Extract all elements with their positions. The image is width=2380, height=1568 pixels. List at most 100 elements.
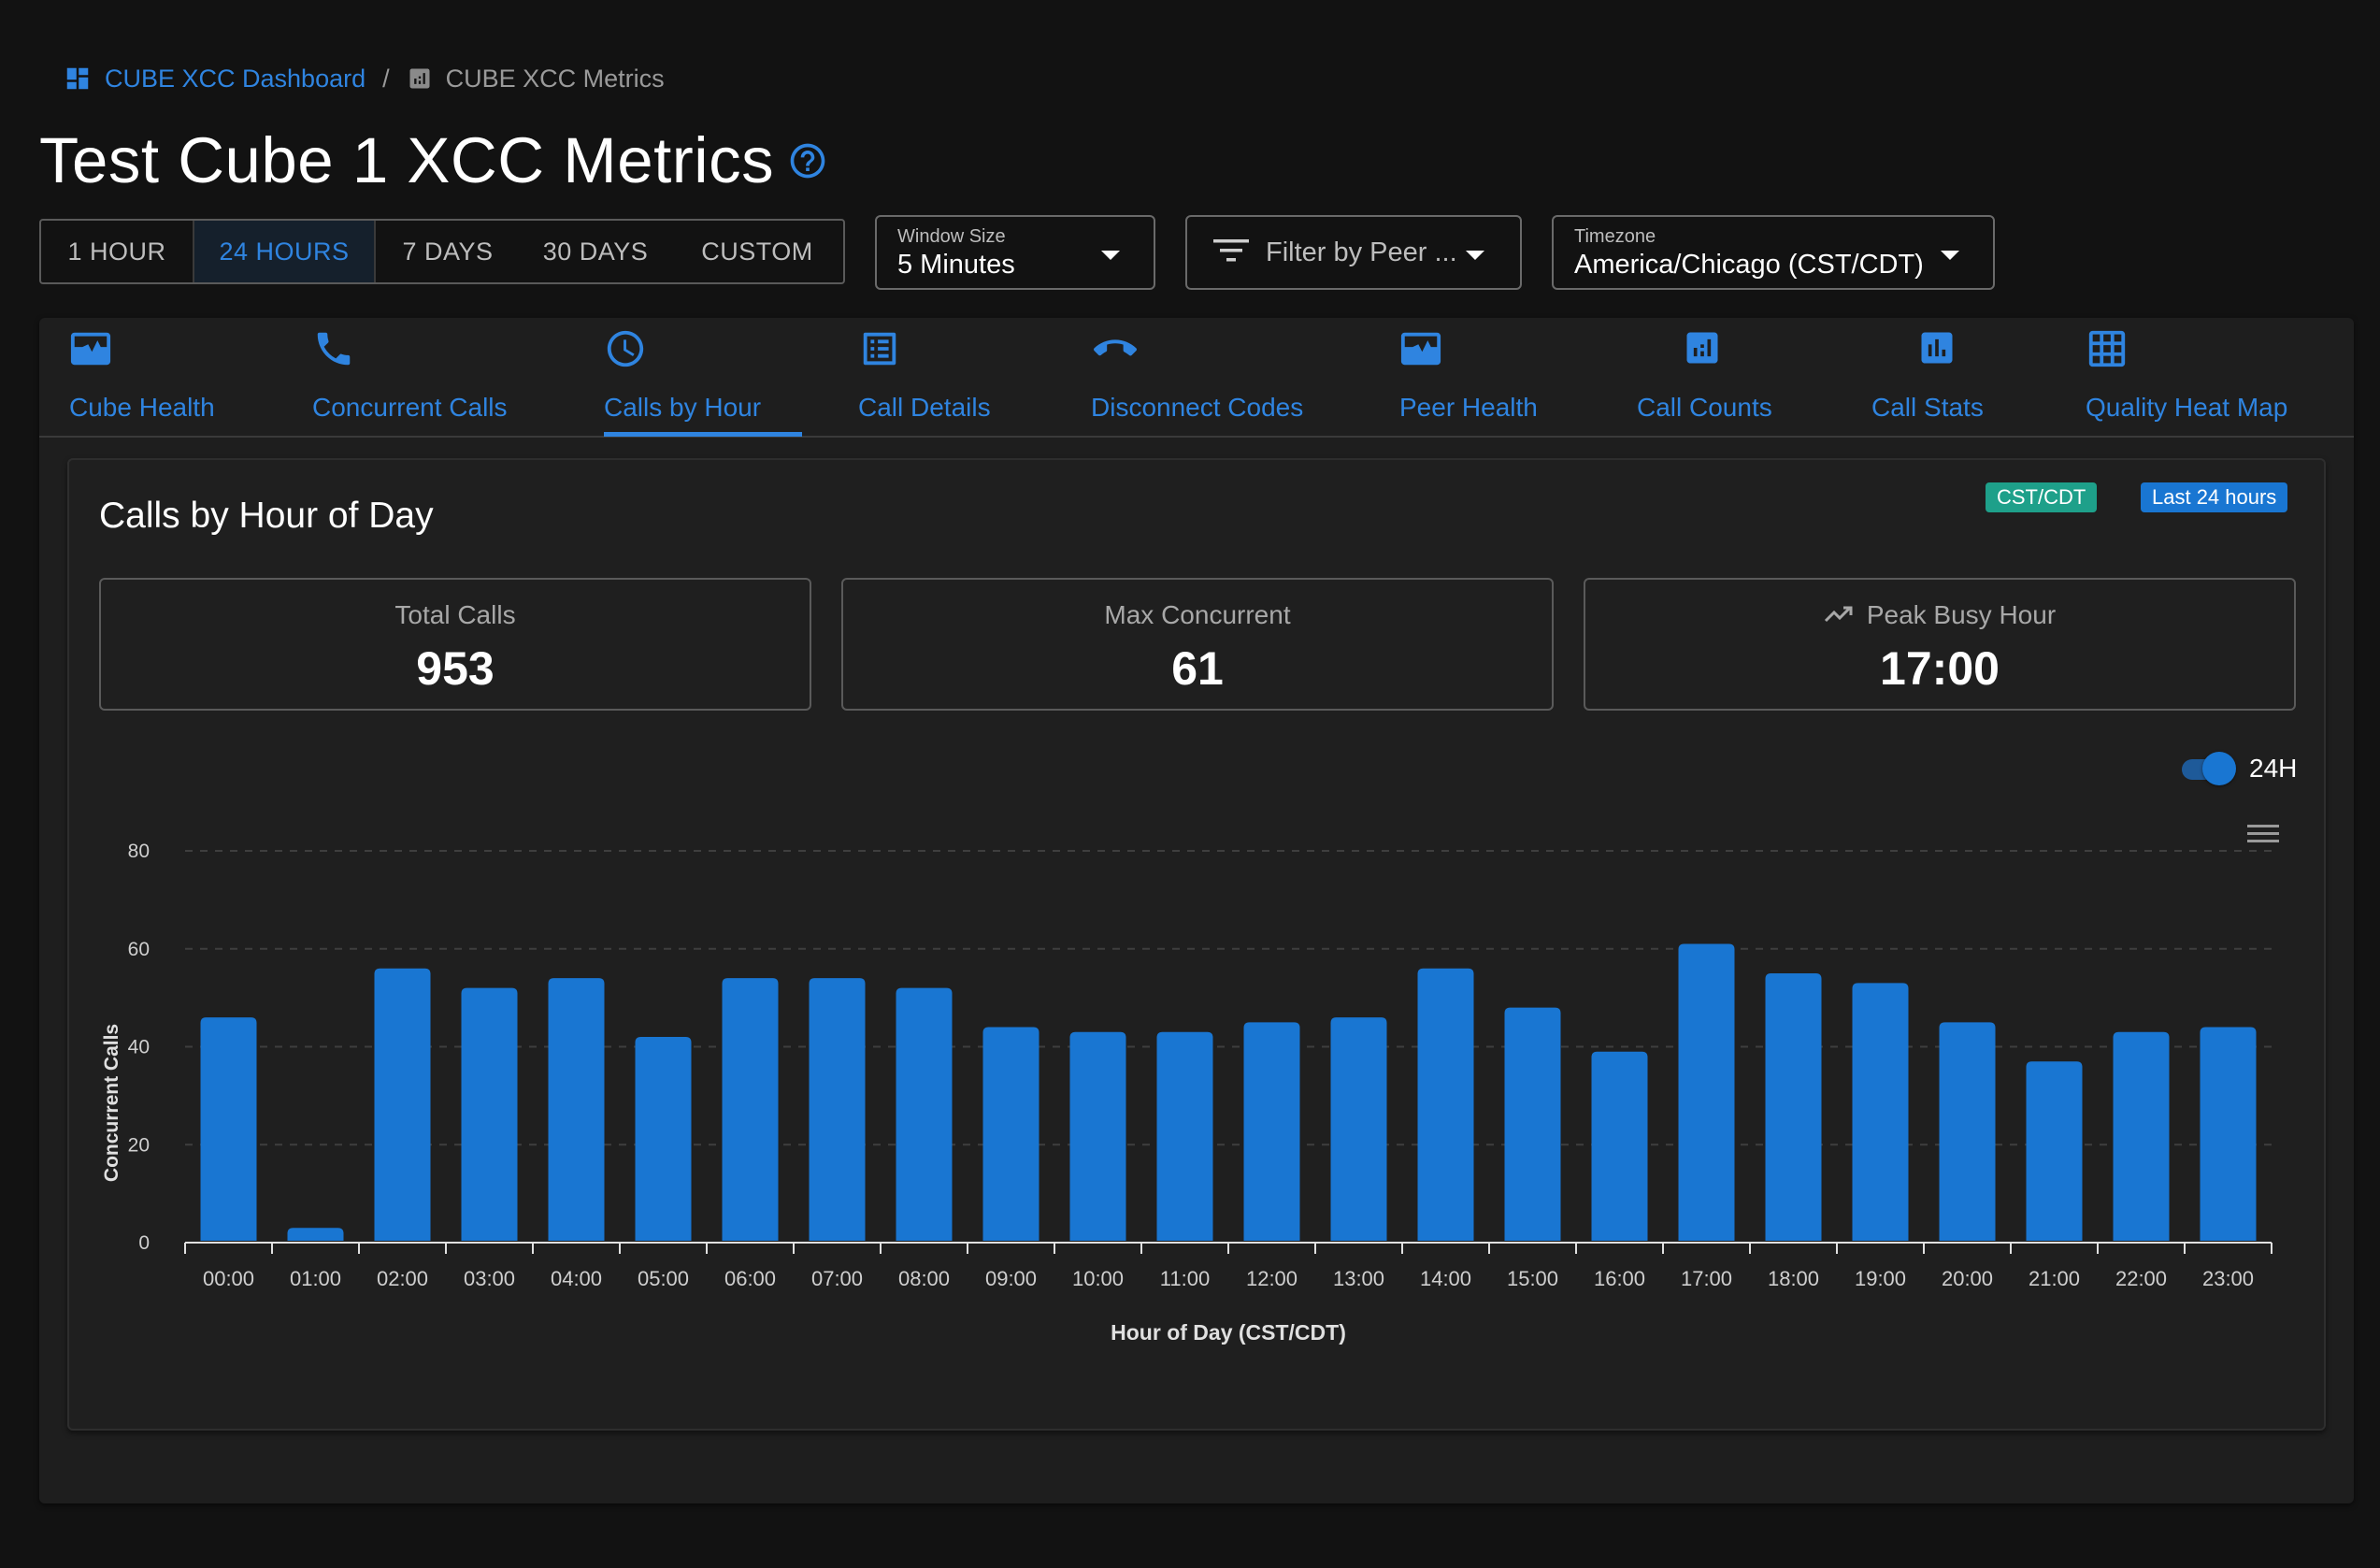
- tab-label: Quality Heat Map: [2086, 393, 2288, 422]
- x-tick-label: 00:00: [203, 1267, 254, 1290]
- bar-chart-box-icon: [1916, 327, 1957, 373]
- x-tick-label: 19:00: [1855, 1267, 1906, 1290]
- clock-icon: [604, 327, 647, 375]
- x-tick-label: 10:00: [1072, 1267, 1124, 1290]
- tab-label: Calls by Hour: [604, 393, 762, 422]
- chart-bar: [1069, 1031, 1126, 1241]
- timezone-label: Timezone: [1574, 226, 1656, 247]
- chart-bar: [548, 978, 605, 1241]
- timezone-chip: CST/CDT: [1986, 482, 2098, 512]
- tab-label: Concurrent Calls: [312, 393, 508, 422]
- y-tick-label: 80: [128, 841, 150, 862]
- range-7-days-button[interactable]: 7 DAYS: [402, 237, 494, 266]
- x-tick-label: 22:00: [2115, 1267, 2167, 1290]
- x-tick-label: 20:00: [1942, 1267, 1993, 1290]
- x-tick-label: 14:00: [1420, 1267, 1471, 1290]
- chart-bar: [2026, 1061, 2083, 1241]
- chart-bar: [1504, 1007, 1561, 1241]
- dropdown-arrow-icon: [1464, 249, 1486, 266]
- y-tick-label: 40: [128, 1037, 150, 1058]
- chart-bar: [1156, 1031, 1213, 1241]
- list-document-icon: [858, 327, 901, 375]
- help-icon[interactable]: [787, 140, 828, 181]
- tab-label: Cube Health: [69, 393, 215, 422]
- peer-filter-placeholder: Filter by Peer ...: [1266, 237, 1457, 267]
- x-tick-label: 11:00: [1160, 1267, 1210, 1290]
- y-tick-label: 0: [138, 1232, 150, 1254]
- window-size-select[interactable]: Window Size 5 Minutes: [875, 215, 1155, 290]
- dropdown-arrow-icon: [1939, 249, 1961, 266]
- chart-bar: [1417, 968, 1474, 1241]
- stat-value: 61: [1171, 642, 1224, 695]
- timezone-select[interactable]: Timezone America/Chicago (CST/CDT): [1552, 215, 1995, 290]
- stat-total-calls: Total Calls 953: [99, 578, 811, 711]
- pulse-monitor-icon: [1399, 327, 1442, 375]
- chart-bar: [2113, 1031, 2170, 1241]
- chart-bar: [1678, 943, 1735, 1241]
- range-custom-button[interactable]: CUSTOM: [701, 237, 813, 266]
- phone-icon: [312, 327, 355, 375]
- window-size-label: Window Size: [897, 226, 1006, 247]
- breadcrumb-current: CUBE XCC Metrics: [407, 65, 665, 94]
- chart-bar: [809, 978, 866, 1241]
- x-tick-label: 12:00: [1246, 1267, 1298, 1290]
- active-tab-indicator: [604, 432, 802, 437]
- x-tick-label: 16:00: [1594, 1267, 1645, 1290]
- stat-peak-busy-hour: Peak Busy Hour 17:00: [1584, 578, 2296, 711]
- stat-value: 17:00: [1880, 642, 2000, 695]
- x-tick-label: 03:00: [464, 1267, 515, 1290]
- pulse-monitor-icon: [69, 327, 112, 375]
- range-30-days-button[interactable]: 30 DAYS: [542, 237, 649, 266]
- stat-label: Max Concurrent: [1104, 600, 1291, 629]
- x-tick-label: 07:00: [811, 1267, 863, 1290]
- calls-by-hour-chart: 0 20 40 60 80 00:00 01:00 02:00 03:00 04:00 05:00 0…: [101, 841, 2272, 1345]
- bar-chart-box-icon: [1682, 327, 1723, 373]
- range-1-hour-button[interactable]: 1 HOUR: [67, 237, 166, 266]
- 24h-toggle-label: 24H: [2249, 754, 2298, 783]
- x-tick-label: 04:00: [551, 1267, 602, 1290]
- peer-filter-select[interactable]: Filter by Peer ...: [1185, 215, 1522, 290]
- chart-menu-icon[interactable]: [2247, 823, 2279, 850]
- calls-by-hour-card: Calls by Hour of Day CST/CDT Last 24 hou…: [67, 458, 2326, 1431]
- chart-bar: [1243, 1022, 1300, 1241]
- card-title: Calls by Hour of Day: [99, 496, 434, 536]
- breadcrumb-dashboard-link[interactable]: CUBE XCC Dashboard: [64, 65, 366, 94]
- chart-bar: [374, 968, 431, 1241]
- breadcrumb-dashboard-label: CUBE XCC Dashboard: [105, 64, 366, 93]
- page-title: Test Cube 1 XCC Metrics: [39, 124, 775, 196]
- x-tick-label: 02:00: [377, 1267, 428, 1290]
- chart-bar: [1591, 1051, 1648, 1241]
- dashboard-icon: [64, 65, 92, 93]
- 24h-toggle-switch[interactable]: [2180, 750, 2236, 787]
- stat-max-concurrent: Max Concurrent 61: [841, 578, 1554, 711]
- x-axis-title: Hour of Day (CST/CDT): [1111, 1320, 1346, 1345]
- tab-label: Call Details: [858, 393, 991, 422]
- y-tick-label: 60: [128, 939, 150, 960]
- chart-bar: [722, 978, 779, 1241]
- x-tick-label: 23:00: [2202, 1267, 2254, 1290]
- window-size-value: 5 Minutes: [897, 250, 1015, 280]
- dropdown-arrow-icon: [1099, 249, 1122, 266]
- chart-bar: [200, 1017, 257, 1241]
- x-tick-label: 09:00: [985, 1267, 1037, 1290]
- stat-value: 953: [416, 642, 495, 695]
- breadcrumb: CUBE XCC Dashboard / CUBE XCC Metrics: [64, 60, 665, 97]
- x-tick-label: 17:00: [1681, 1267, 1732, 1290]
- chart-bar: [287, 1228, 344, 1241]
- tab-label: Disconnect Codes: [1091, 393, 1304, 422]
- tab-label: Call Counts: [1637, 393, 1772, 422]
- range-24-hours-button[interactable]: 24 HOURS: [193, 221, 376, 282]
- tab-label: Peer Health: [1399, 393, 1538, 422]
- timezone-value: America/Chicago (CST/CDT): [1574, 250, 1924, 280]
- time-range-toggle-group: 1 HOUR 24 HOURS 7 DAYS 30 DAYS CUSTOM: [39, 219, 845, 284]
- chart-bar: [461, 987, 518, 1241]
- analytics-icon: [407, 65, 433, 92]
- x-tick-label: 06:00: [724, 1267, 776, 1290]
- chart-bar: [635, 1037, 692, 1241]
- chart-bar: [896, 987, 953, 1241]
- chart-bar: [1939, 1022, 1996, 1241]
- stat-label: Total Calls: [394, 600, 516, 629]
- chart-bar: [1330, 1017, 1387, 1241]
- page-title-row: Test Cube 1 XCC Metrics: [39, 123, 828, 197]
- grid-icon: [2086, 327, 2129, 375]
